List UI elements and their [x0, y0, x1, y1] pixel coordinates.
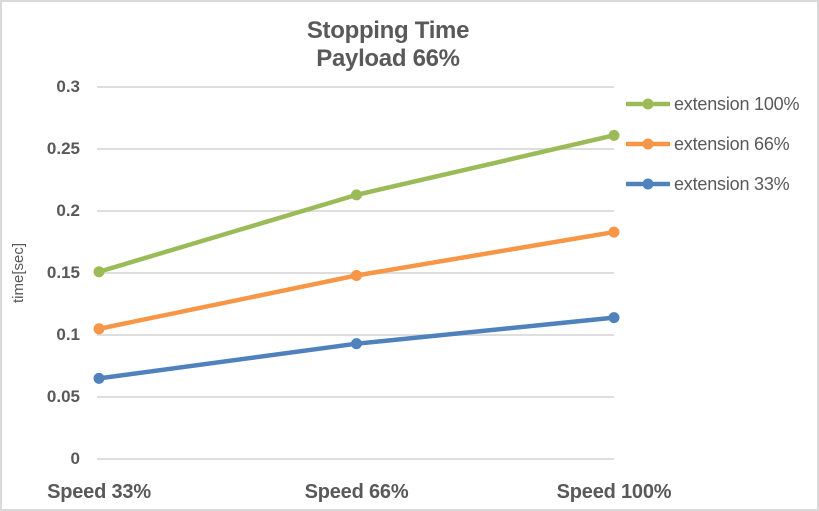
y-tick-label: 0.15: [46, 263, 80, 282]
data-point-marker: [351, 189, 362, 201]
series-line-0: [96, 133, 617, 275]
data-point-marker: [93, 372, 105, 384]
legend-item-2[interactable]: extension 33%: [625, 173, 790, 195]
y-tick-label: 0.1: [56, 325, 80, 344]
legend-label: extension 66%: [674, 133, 790, 154]
data-point-marker: [608, 226, 620, 238]
y-tick-label: 0.05: [46, 387, 80, 406]
y-axis-title: time[sec]: [10, 243, 27, 304]
y-tick-label: 0.2: [56, 201, 80, 220]
data-point-marker: [93, 323, 105, 335]
x-axis-label: Speed 66%: [304, 481, 409, 503]
x-axis-label: Speed 33%: [47, 481, 151, 503]
y-tick-label: 0: [70, 449, 80, 468]
legend-label: extension 100%: [674, 93, 800, 114]
legend-marker-icon: [626, 178, 670, 190]
legend-marker-icon: [626, 138, 670, 150]
data-point-marker: [608, 129, 620, 141]
x-axis-label: Speed 100%: [556, 481, 672, 503]
legend-marker-icon: [626, 98, 670, 110]
y-tick-label: 0.25: [46, 139, 80, 158]
data-point-marker: [93, 266, 105, 278]
data-point-marker: [351, 269, 362, 281]
chart-title: Stopping Time Payload 66%: [138, 17, 638, 73]
y-tick-label: 0.3: [56, 77, 80, 96]
legend-item-1[interactable]: extension 66%: [625, 133, 790, 155]
chart-title-line1: Stopping Time: [306, 17, 470, 44]
data-point-marker: [351, 338, 362, 350]
data-point-marker: [608, 312, 620, 324]
chart-title-line2: Payload 66%: [316, 45, 460, 72]
legend-item-0[interactable]: extension 100%: [625, 93, 799, 115]
legend-label: extension 33%: [674, 173, 790, 194]
